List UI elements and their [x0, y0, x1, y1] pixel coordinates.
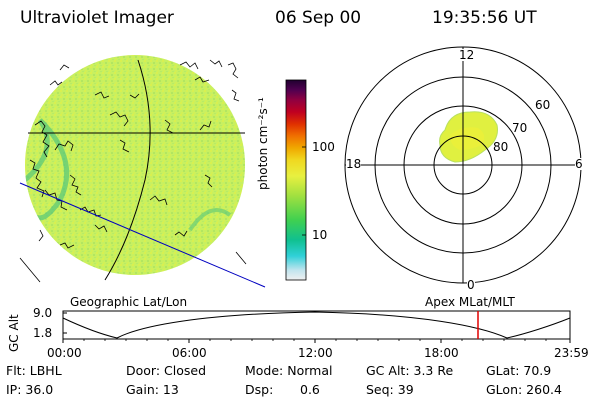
apex-caption: Apex MLat/MLT — [425, 295, 515, 309]
observation-date: 06 Sep 00 — [275, 8, 362, 28]
altitude-xtick: 23:59 — [554, 346, 589, 360]
earth-disk — [25, 55, 245, 275]
door-status: Door: Closed — [126, 363, 207, 378]
altitude-xtick: 06:00 — [172, 346, 207, 360]
mlat-70-label: 70 — [512, 121, 528, 135]
altitude-xtick: 18:00 — [424, 346, 459, 360]
filter-status: Flt: LBHL — [6, 363, 62, 378]
altitude-plot — [62, 310, 571, 343]
limb-tick — [235, 251, 247, 265]
gain-status: Gain: 13 — [126, 382, 179, 397]
observation-time: 19:35:56 UT — [432, 8, 537, 28]
mlt-12-label: 12 — [459, 48, 475, 62]
meridian-line — [104, 59, 151, 281]
mlat-60-label: 60 — [535, 98, 551, 112]
mlt-0-label: 0 — [467, 278, 475, 292]
altitude-ytick-top: 9.0 — [33, 306, 53, 320]
colorbar-scale — [285, 79, 307, 281]
polar-panel — [344, 46, 582, 284]
glat-status: GLat: 70.9 — [486, 363, 552, 378]
colorbar-tick-100: 100 — [312, 140, 335, 154]
gc-alt-status: GC Alt: 3.3 Re — [366, 363, 454, 378]
altitude-ytick-bottom: 1.8 — [33, 326, 53, 340]
terminator-line — [19, 182, 266, 288]
ip-status: IP: 36.0 — [6, 382, 54, 397]
colorbar-unit-label: photon cm⁻²s⁻¹ — [256, 97, 270, 190]
mlat-80-label: 80 — [493, 140, 509, 154]
altitude-ylabel: GC Alt — [7, 314, 21, 352]
mlt-6-label: 6 — [575, 157, 583, 171]
altitude-xtick: 12:00 — [298, 346, 333, 360]
altitude-xtick: 00:00 — [47, 346, 82, 360]
colorbar-tick-10: 10 — [312, 228, 328, 242]
dsp-label: Dsp: — [245, 382, 274, 397]
colorbar — [285, 79, 307, 281]
geographic-panel — [19, 55, 266, 288]
seq-status: Seq: 39 — [366, 382, 414, 397]
glon-status: GLon: 260.4 — [486, 382, 562, 397]
altitude-frame — [62, 310, 571, 340]
geographic-caption: Geographic Lat/Lon — [70, 295, 188, 309]
mode-status: Mode: Normal — [245, 363, 333, 378]
instrument-title: Ultraviolet Imager — [20, 8, 174, 28]
limb-tick — [19, 257, 41, 283]
altitude-curve — [62, 311, 571, 339]
dsp-value: 0.6 — [300, 382, 320, 397]
mlt-18-label: 18 — [346, 157, 362, 171]
